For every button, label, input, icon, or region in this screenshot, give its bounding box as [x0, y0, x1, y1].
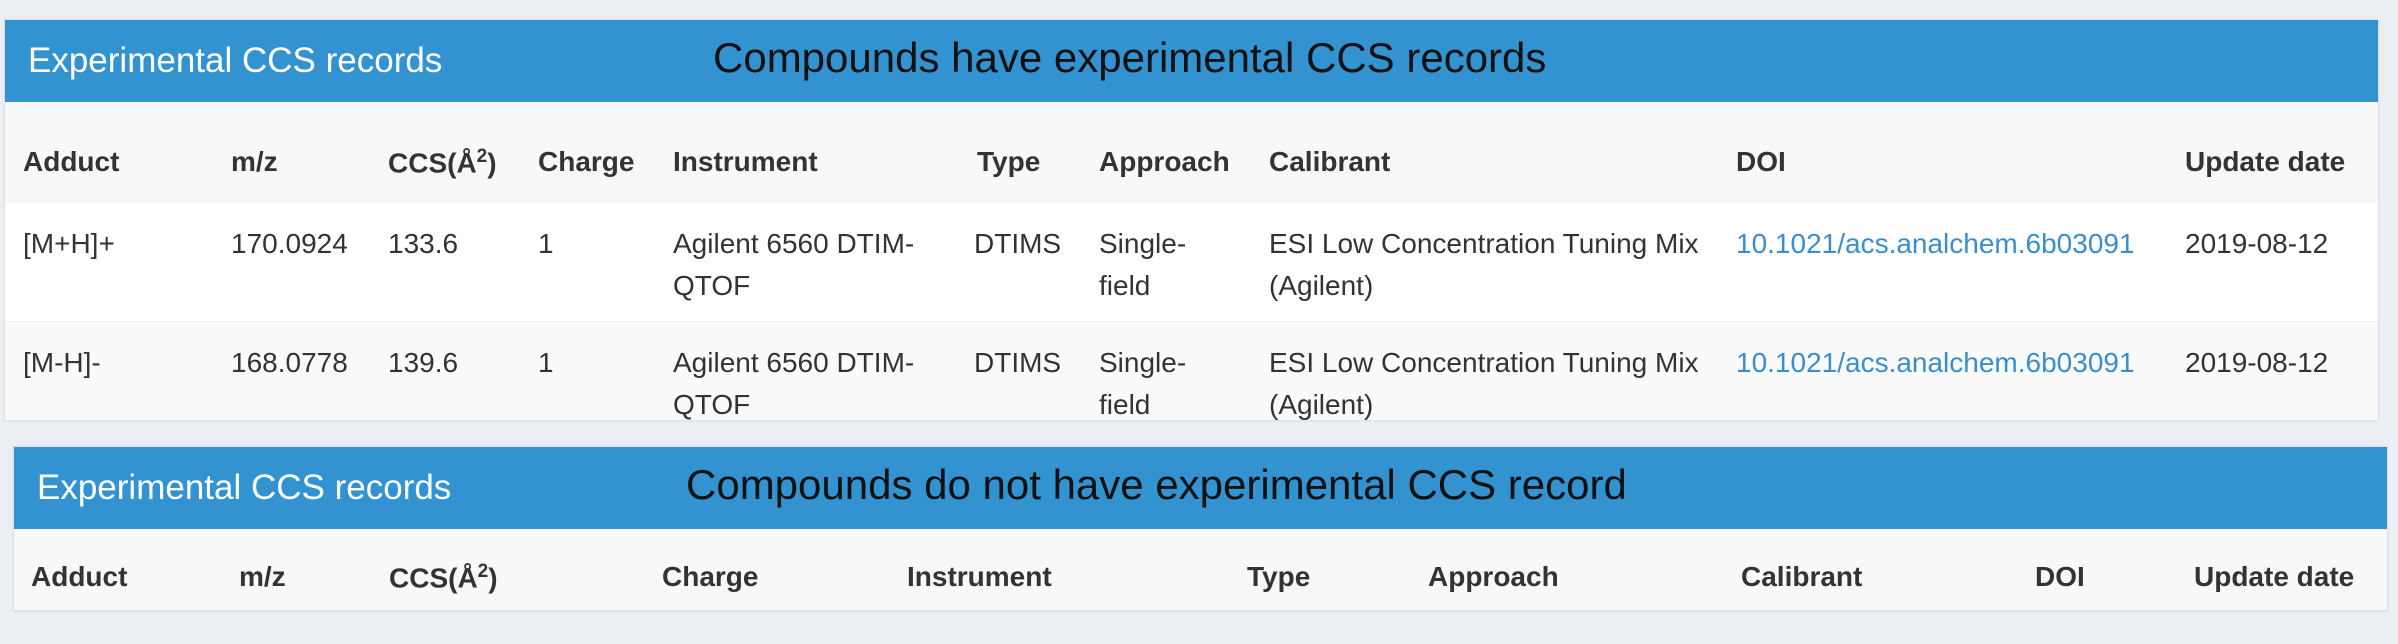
- panel-annotation: Compounds have experimental CCS records: [713, 34, 1547, 81]
- doi-link[interactable]: 10.1021/acs.analchem.6b03091: [1736, 228, 2135, 259]
- cell-instrument: Agilent 6560 DTIM-QTOF: [673, 228, 915, 301]
- cell-instrument: Agilent 6560 DTIM-QTOF: [673, 347, 915, 420]
- column-header-ccs: CCS(Å2): [389, 561, 498, 594]
- panel-header: Experimental CCS records Compounds do no…: [14, 447, 2387, 529]
- table-header: Adduct m/z CCS(Å2) Charge Instrument Typ…: [14, 529, 2387, 610]
- cell-charge: 1: [538, 347, 554, 378]
- panel-annotation: Compounds do not have experimental CCS r…: [686, 461, 1627, 508]
- cell-approach: Single-field: [1099, 347, 1187, 420]
- column-header-mz: m/z: [239, 561, 286, 592]
- column-header-type: Type: [1247, 561, 1311, 592]
- table-row: [M+H]+ 170.0924 133.6 1 Agilent 6560 DTI…: [5, 203, 2378, 322]
- cell-type: DTIMS: [974, 347, 1062, 378]
- cell-approach: Single-field: [1099, 228, 1187, 301]
- ccs-records-panel-empty: Experimental CCS records Compounds do no…: [13, 446, 2388, 611]
- column-header-calibrant: Calibrant: [1741, 561, 1863, 592]
- column-header-update-date: Update date: [2194, 561, 2355, 592]
- cell-calibrant: ESI Low Concentration Tuning Mix (Agilen…: [1269, 228, 1699, 301]
- panel-title: Experimental CCS records: [37, 468, 452, 507]
- ccs-records-panel-with-data: Experimental CCS records Compounds have …: [4, 19, 2379, 420]
- cell-mz: 170.0924: [231, 228, 348, 259]
- column-header-approach: Approach: [1099, 146, 1230, 177]
- cell-adduct: [M+H]+: [23, 228, 115, 259]
- cell-calibrant: ESI Low Concentration Tuning Mix (Agilen…: [1269, 347, 1699, 420]
- column-header-adduct: Adduct: [31, 561, 128, 592]
- cell-type: DTIMS: [974, 228, 1062, 259]
- column-header-charge: Charge: [538, 146, 635, 177]
- table-row: [M-H]- 168.0778 139.6 1 Agilent 6560 DTI…: [5, 322, 2378, 420]
- column-header-doi: DOI: [2035, 561, 2085, 592]
- column-header-instrument: Instrument: [673, 146, 818, 177]
- column-header-instrument: Instrument: [907, 561, 1052, 592]
- cell-update-date: 2019-08-12: [2185, 347, 2329, 378]
- cell-update-date: 2019-08-12: [2185, 228, 2329, 259]
- column-header-update-date: Update date: [2185, 146, 2346, 177]
- column-header-doi: DOI: [1736, 146, 1786, 177]
- column-header-charge: Charge: [662, 561, 759, 592]
- column-header-approach: Approach: [1428, 561, 1559, 592]
- column-header-mz: m/z: [231, 146, 278, 177]
- cell-charge: 1: [538, 228, 554, 259]
- column-header-calibrant: Calibrant: [1269, 146, 1391, 177]
- table-header: Adduct m/z CCS(Å2) Charge Instrument Typ…: [5, 102, 2378, 204]
- column-header-adduct: Adduct: [23, 146, 120, 177]
- column-header-type: Type: [977, 146, 1041, 177]
- cell-ccs: 133.6: [388, 228, 459, 259]
- cell-ccs: 139.6: [388, 347, 459, 378]
- column-header-ccs: CCS(Å2): [388, 146, 497, 179]
- panel-header: Experimental CCS records Compounds have …: [5, 20, 2378, 102]
- doi-link[interactable]: 10.1021/acs.analchem.6b03091: [1736, 347, 2135, 378]
- panel-title: Experimental CCS records: [28, 41, 443, 80]
- cell-adduct: [M-H]-: [23, 347, 101, 378]
- cell-mz: 168.0778: [231, 347, 348, 378]
